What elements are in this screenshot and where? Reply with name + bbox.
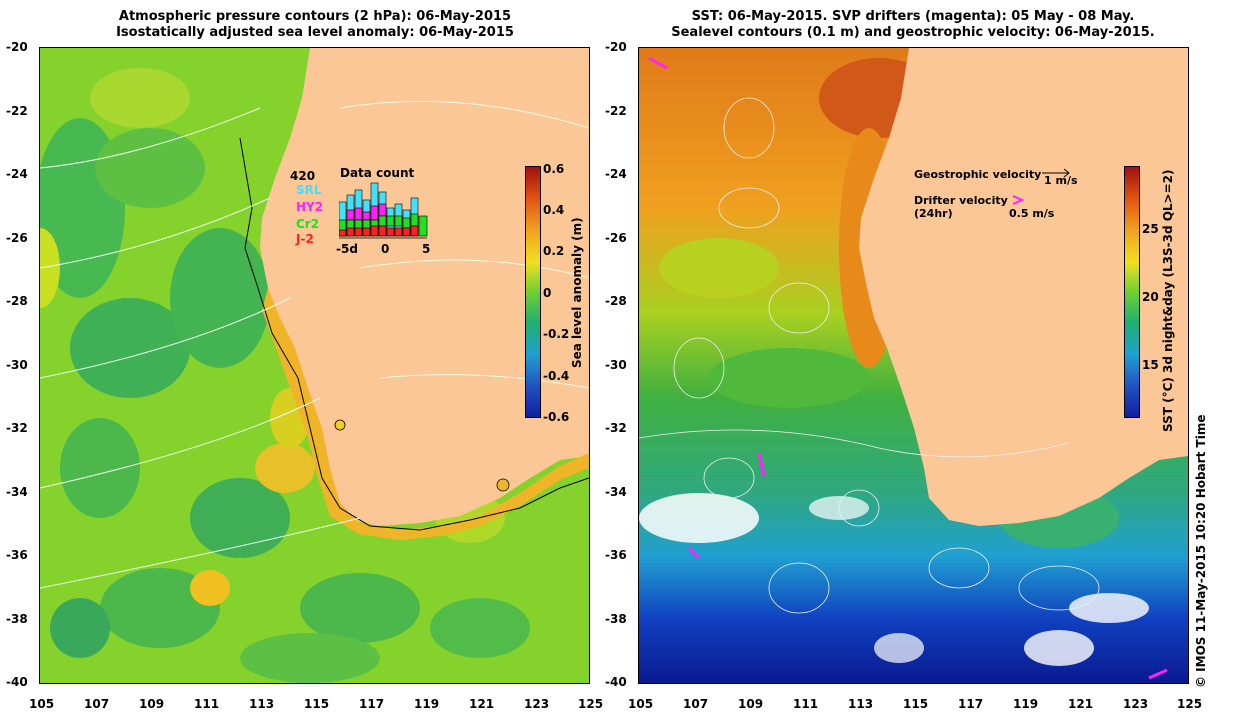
lat-tick: -24	[6, 167, 28, 181]
data-count-inset: 420 Data count SRL HY2 Cr2 J-2 -5d 0 5	[290, 166, 435, 256]
data-count-bars	[339, 182, 428, 239]
lon-tick: 107	[683, 697, 709, 711]
lon-tick: 119	[1013, 697, 1039, 711]
sst-tick-20: 20	[1142, 290, 1159, 304]
sat-label-hy2: HY2	[296, 200, 324, 214]
lat-tick: -40	[605, 675, 627, 689]
lat-tick: -30	[6, 358, 28, 372]
left-title-line2: Isostatically adjusted sea level anomaly…	[116, 25, 514, 40]
sat-label-cr2: Cr2	[296, 217, 320, 231]
lon-tick: 113	[848, 697, 874, 711]
drifter-velocity-legend: Drifter velocity	[914, 194, 1008, 207]
lon-tick: 111	[194, 697, 220, 711]
lat-tick: -28	[6, 294, 28, 308]
left-map: 420 Data count SRL HY2 Cr2 J-2 -5d 0 5	[39, 47, 590, 684]
ssla-colorbar-label: Sea level anomaly (m)	[570, 217, 584, 368]
lat-tick: -34	[6, 485, 28, 499]
right-title: SST: 06-May-2015. SVP drifters (magenta)…	[638, 9, 1188, 41]
lon-tick: 125	[578, 697, 604, 711]
lat-tick: -28	[605, 294, 627, 308]
lat-tick: -20	[6, 40, 28, 54]
lon-tick: 117	[958, 697, 984, 711]
left-title: Atmospheric pressure contours (2 hPa): 0…	[40, 9, 590, 41]
ssla-tick-0: 0.6	[543, 162, 565, 176]
sst-tick-15: 15	[1142, 358, 1159, 372]
lat-tick: -22	[6, 104, 28, 118]
inset-tick-0: 0	[381, 242, 390, 256]
lon-tick: 119	[414, 697, 440, 711]
lat-tick: -32	[605, 421, 627, 435]
lat-tick: -26	[605, 231, 627, 245]
lat-tick: -34	[605, 485, 627, 499]
lon-tick: 105	[29, 697, 55, 711]
lon-tick: 109	[738, 697, 764, 711]
inset-tick-5: 5	[422, 242, 431, 256]
sst-colorbar	[1124, 166, 1140, 418]
left-title-line1: Atmospheric pressure contours (2 hPa): 0…	[118, 9, 512, 24]
lon-tick: 105	[628, 697, 654, 711]
lon-tick: 123	[524, 697, 550, 711]
lon-tick: 115	[903, 697, 929, 711]
lon-tick: 115	[304, 697, 330, 711]
sst-tick-25: 25	[1142, 222, 1159, 236]
lat-tick: -20	[605, 40, 627, 54]
drifter-scale-label: 0.5 m/s	[1009, 207, 1055, 220]
sst-colorbar-label: SST (°C) 3d night&day (L3S-3d QL>=2)	[1161, 169, 1175, 433]
right-map: Geostrophic velocity 1 m/s Drifter veloc…	[638, 47, 1189, 684]
lat-tick: -26	[6, 231, 28, 245]
lon-tick: 121	[469, 697, 495, 711]
geostrophic-scale-label: 1 m/s	[1044, 174, 1078, 187]
lon-tick: 117	[359, 697, 385, 711]
inset-tick-minus5: -5d	[336, 242, 358, 256]
lat-tick: -38	[6, 612, 28, 626]
drifter-velocity-sub: (24hr)	[914, 207, 953, 220]
lon-tick: 113	[249, 697, 275, 711]
lon-tick: 111	[793, 697, 819, 711]
lon-tick: 109	[139, 697, 165, 711]
right-title-line2: Sealevel contours (0.1 m) and geostrophi…	[671, 25, 1155, 40]
ssla-tick-2: 0.2	[543, 244, 565, 258]
imos-credit: © IMOS 11-May-2015 10:20 Hobart Time	[1194, 414, 1208, 688]
ssla-tick-3: 0	[543, 286, 552, 300]
ssla-tick-4: -0.2	[543, 327, 570, 341]
ssla-tick-6: -0.6	[543, 410, 570, 424]
lat-tick: -36	[6, 548, 28, 562]
ssla-tick-5: -0.4	[543, 369, 570, 383]
lat-tick: -22	[605, 104, 627, 118]
drifter-arrow-icon	[1012, 195, 1025, 205]
lat-tick: -36	[605, 548, 627, 562]
lat-tick: -30	[605, 358, 627, 372]
lat-tick: -24	[605, 167, 627, 181]
right-title-line1: SST: 06-May-2015. SVP drifters (magenta)…	[691, 9, 1135, 24]
sat-label-srl: SRL	[296, 183, 322, 197]
lon-tick: 125	[1177, 697, 1203, 711]
lat-tick: -32	[6, 421, 28, 435]
lat-tick: -40	[6, 675, 28, 689]
lon-tick: 107	[84, 697, 110, 711]
right-map-svg	[639, 48, 1188, 683]
lon-tick: 121	[1068, 697, 1094, 711]
left-map-svg	[40, 48, 589, 683]
geostrophic-velocity-legend: Geostrophic velocity	[914, 168, 1042, 181]
data-count-title: Data count	[340, 166, 415, 180]
lon-tick: 123	[1123, 697, 1149, 711]
lat-tick: -38	[605, 612, 627, 626]
data-count-max: 420	[290, 169, 316, 183]
ssla-tick-1: 0.4	[543, 203, 565, 217]
ssla-colorbar	[525, 166, 541, 418]
geostrophic-arrow-icon	[1042, 168, 1070, 178]
sat-label-j2: J-2	[296, 232, 314, 246]
